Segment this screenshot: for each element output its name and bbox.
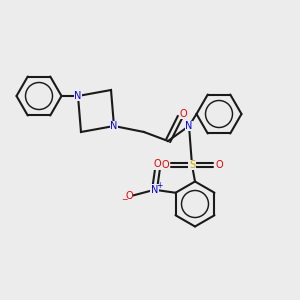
Text: O: O [154, 159, 161, 169]
Text: O: O [215, 160, 223, 170]
Text: N: N [151, 185, 158, 195]
Text: O: O [161, 160, 169, 170]
Text: +: + [156, 181, 162, 190]
Text: N: N [110, 121, 118, 131]
Text: −: − [121, 195, 128, 204]
Text: N: N [185, 121, 193, 131]
Text: S: S [189, 160, 195, 170]
Text: N: N [74, 91, 82, 101]
Text: O: O [179, 109, 187, 119]
Text: O: O [125, 191, 133, 201]
